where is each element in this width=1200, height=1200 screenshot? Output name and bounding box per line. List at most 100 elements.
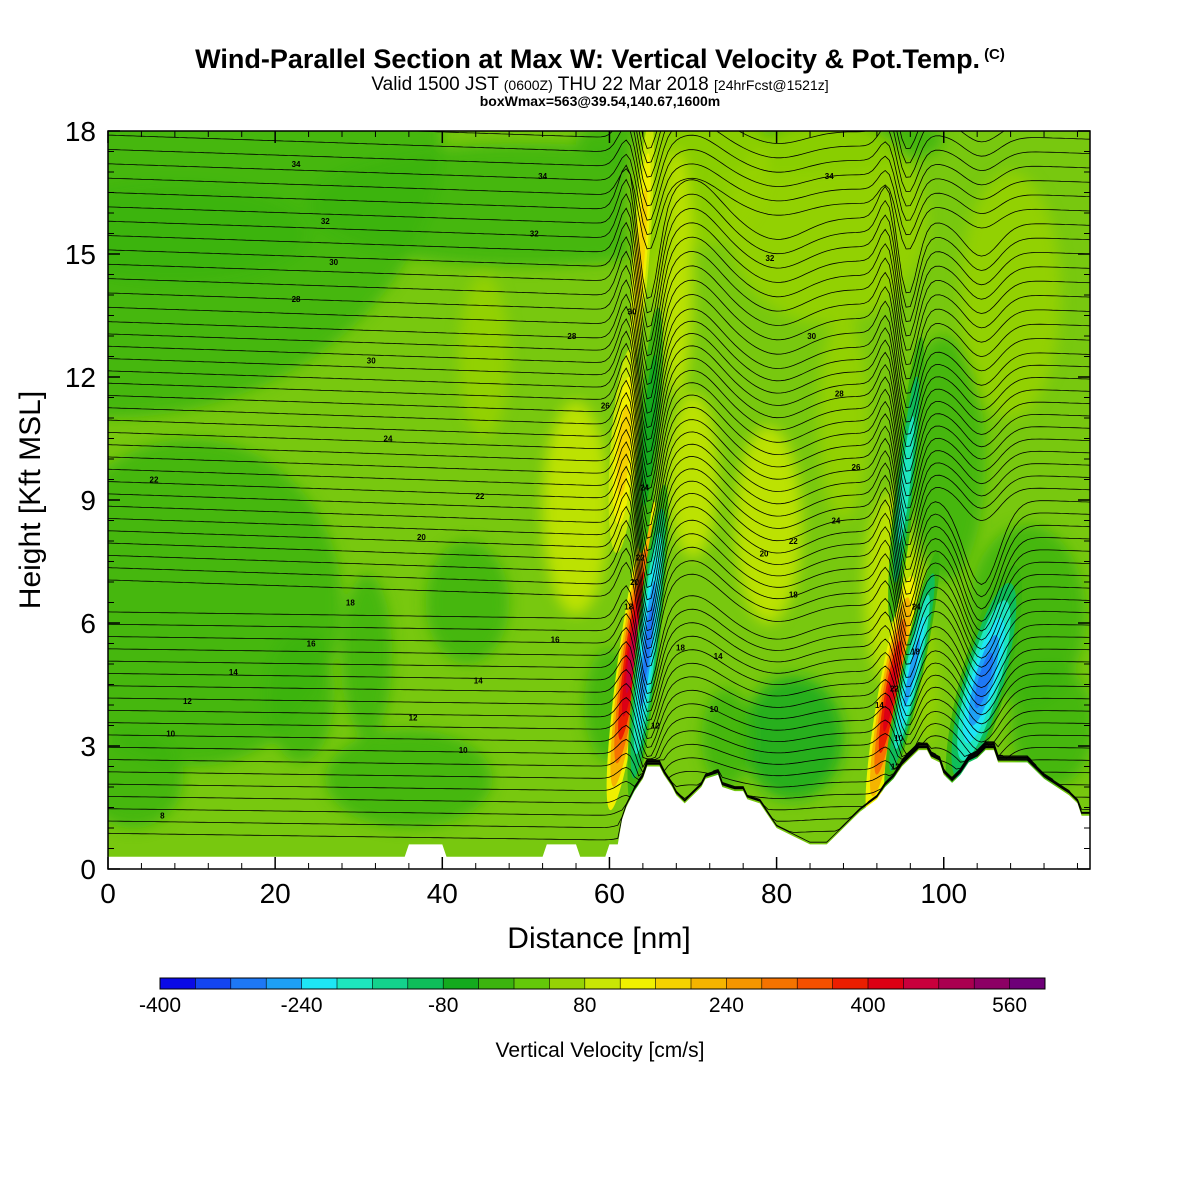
velocity-patch-25: [1010, 664, 1090, 787]
isentrope-label-22: 22: [636, 553, 645, 562]
isentrope-line-46: [108, 207, 1090, 343]
isentrope-line-17: [108, 598, 1090, 698]
isentrope-line-26: [108, 465, 1090, 610]
colorbar-tick-label-3: 80: [573, 994, 596, 1017]
colorbar-swatch-4: [301, 978, 338, 989]
isentrope-label-3: 32: [321, 217, 330, 226]
colorbar-swatch-7: [407, 978, 444, 989]
chart-title: Wind-Parallel Section at Max W: Vertical…: [0, 44, 1200, 75]
isentrope-lines: [108, 131, 1090, 843]
valid-utc: (0600Z): [503, 77, 553, 93]
isentrope-label-24: 20: [417, 533, 426, 542]
y-tick-label-1: 3: [80, 731, 96, 762]
velocity-patch-7: [425, 541, 510, 664]
isentrope-line-20: [108, 547, 1090, 668]
isentrope-line-39: [108, 305, 1090, 441]
colorbar-swatch-0: [160, 978, 196, 989]
isentrope-line-2: [108, 746, 1090, 822]
downdraft-far-east-5: [974, 652, 994, 709]
isentrope-label-29: 18: [789, 590, 798, 599]
isentrope-line-14: [108, 641, 1090, 725]
colorbar: -400 -240 -80 80 240 400 560: [139, 977, 1046, 1017]
isentrope-line-18: [108, 585, 1090, 689]
colorbar-swatch-6: [372, 978, 409, 989]
isentrope-line-9: [108, 710, 1090, 760]
isentrope-label-35: 14: [474, 676, 483, 685]
colorbar-swatch-10: [514, 978, 550, 989]
isentrope-label-25: 20: [760, 549, 769, 558]
velocity-patch-13: [667, 393, 719, 558]
isentrope-line-49: [108, 164, 1090, 299]
colorbar-swatch-23: [974, 978, 1010, 989]
x-tick-label-3: 60: [594, 878, 625, 909]
isentrope-label-21: 22: [789, 537, 798, 546]
colorbar-swatch-19: [832, 978, 869, 989]
isentrope-line-11: [108, 682, 1090, 752]
isentrope-line-29: [108, 428, 1090, 564]
isentrope-line-52: [108, 139, 1090, 221]
isentrope-line-41: [108, 279, 1090, 414]
isentrope-line-8: [108, 724, 1090, 769]
isentrope-label-1: 34: [538, 172, 547, 181]
colorbar-tick-label-5: 400: [850, 994, 885, 1017]
isentrope-line-4: [108, 745, 1090, 799]
isentrope-label-41: 12: [891, 763, 900, 772]
colorbar-swatch-24: [1009, 978, 1046, 989]
colorbar-swatch-17: [761, 978, 798, 989]
isentrope-label-6: 30: [329, 258, 338, 267]
colorbar-swatch-22: [938, 978, 975, 989]
y-tick-label-3: 9: [80, 485, 96, 516]
isentrope-label-16: 24: [640, 484, 649, 493]
isentrope-label-43: 10: [459, 746, 468, 755]
isentrope-line-12: [108, 668, 1090, 743]
isentrope-label-5: 32: [765, 254, 774, 263]
isentrope-line-43: [108, 250, 1090, 386]
colorbar-tick-label-6: 560: [992, 994, 1027, 1017]
colorbar-swatch-9: [478, 978, 515, 989]
isentrope-line-45: [108, 221, 1090, 357]
isentrope-line-28: [108, 441, 1090, 585]
isentrope-line-19: [108, 561, 1090, 677]
copyright-mark: (C): [984, 46, 1005, 63]
isentrope-line-31: [108, 404, 1090, 539]
isentrope-line-42: [108, 264, 1090, 400]
axes: 0 20 40 60 80 100 0 3 6 9 12 15 18: [65, 116, 1090, 909]
colorbar-swatch-16: [726, 978, 763, 989]
colorbar-swatch-18: [797, 978, 833, 989]
isentrope-line-30: [108, 416, 1090, 552]
isentrope-label-45: 10: [894, 734, 903, 743]
velocity-patch-9: [726, 131, 927, 324]
isentrope-line-24: [108, 491, 1090, 632]
updraft-east-4: [883, 662, 898, 732]
isentrope-label-31: 18: [911, 648, 920, 657]
updraft-west-5: [625, 618, 639, 694]
x-axis-label: Distance [nm]: [507, 922, 690, 955]
colorbar-swatch-1: [195, 978, 232, 989]
isentrope-line-35: [108, 354, 1090, 490]
isentrope-label-2: 34: [825, 172, 834, 181]
x-tick-label-5: 100: [920, 878, 967, 909]
velocity-patch-10: [960, 172, 1061, 418]
isentrope-label-33: 16: [551, 635, 560, 644]
y-tick-label-4: 12: [65, 362, 96, 393]
isentrope-line-40: [108, 293, 1090, 429]
isentrope-label-11: 30: [367, 357, 376, 366]
velocity-patch-26: [108, 729, 184, 828]
isentrope-line-23: [108, 505, 1090, 641]
y-tick-label-0: 0: [80, 854, 96, 885]
isentrope-label-19: 22: [150, 476, 159, 485]
isentrope-line-22: [108, 519, 1090, 650]
colorbar-swatch-12: [584, 978, 621, 989]
isentrope-label-8: 28: [292, 295, 301, 304]
colorbar-swatch-2: [230, 978, 267, 989]
velocity-patch-6: [342, 573, 393, 738]
valid-date: THU 22 Mar 2018: [557, 74, 709, 95]
isentrope-label-12: 30: [628, 307, 637, 316]
isentrope-label-30: 18: [676, 644, 685, 653]
velocity-patch-11: [459, 274, 510, 439]
isentrope-line-51: [108, 153, 1090, 236]
isentrope-label-39: 12: [409, 713, 418, 722]
isentrope-line-50: [108, 168, 1090, 250]
x-tick-label-2: 40: [427, 878, 458, 909]
